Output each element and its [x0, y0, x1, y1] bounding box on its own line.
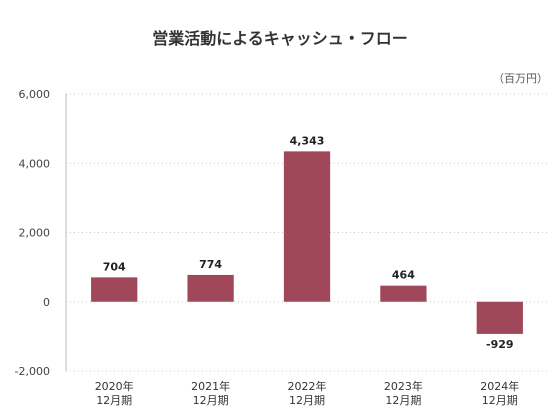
data-label: -929 [486, 338, 514, 351]
data-label: 464 [392, 269, 415, 282]
x-tick-label: 12月期 [289, 394, 325, 407]
x-axis-ticks: 2020年12月期2021年12月期2022年12月期2023年12月期2024… [95, 379, 520, 407]
y-tick-label: 6,000 [19, 88, 51, 101]
y-tick-label: 4,000 [19, 157, 51, 170]
y-tick-label: 0 [43, 296, 50, 309]
unit-label: （百万円） [493, 72, 548, 85]
x-tick-label: 12月期 [482, 394, 518, 407]
x-tick-label: 2024年 [480, 379, 519, 393]
bar [476, 301, 523, 334]
data-labels: 704 774 4,343 464 -929 [103, 134, 514, 351]
bar [187, 274, 234, 302]
y-axis-ticks: -2,000 0 2,000 4,000 6,000 [15, 88, 50, 378]
x-tick-label: 2023年 [384, 379, 423, 393]
x-tick-label: 2020年 [95, 379, 134, 393]
bar [283, 151, 331, 302]
x-tick-label: 12月期 [96, 394, 132, 407]
data-label: 704 [103, 260, 126, 273]
y-tick-label: 2,000 [19, 227, 51, 240]
data-label: 4,343 [290, 134, 325, 147]
bar [380, 285, 427, 302]
y-tick-label: -2,000 [15, 365, 50, 378]
x-tick-label: 12月期 [385, 394, 421, 407]
x-tick-label: 2021年 [191, 379, 230, 393]
chart-title: 営業活動によるキャッシュ・フロー [152, 29, 408, 48]
data-label: 774 [199, 258, 222, 271]
bars [91, 151, 523, 334]
bar [91, 277, 138, 302]
x-tick-label: 2022年 [288, 379, 327, 393]
x-tick-label: 12月期 [193, 394, 229, 407]
